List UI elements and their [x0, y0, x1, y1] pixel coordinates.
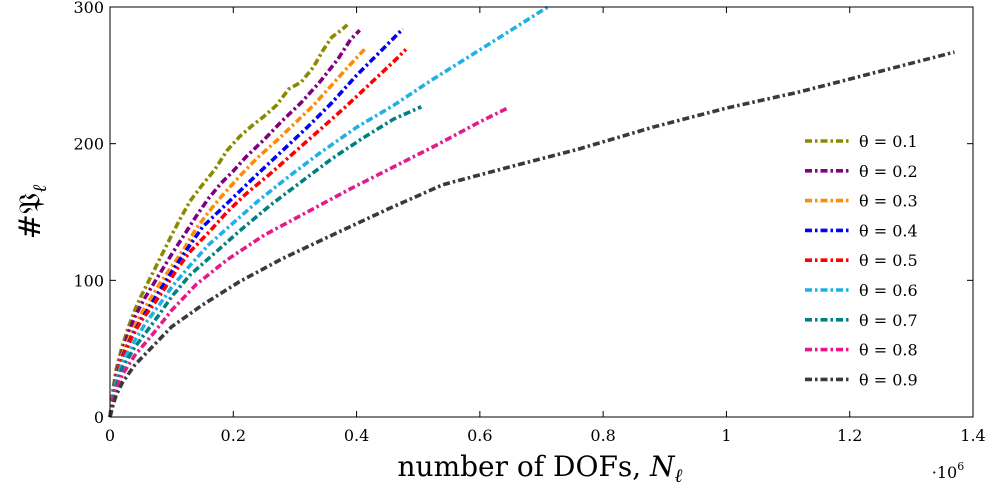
legend-label-6: θ = 0.6 [859, 281, 918, 300]
series-line-9 [108, 50, 955, 418]
y-tick-label: 100 [73, 271, 104, 290]
legend-label-7: θ = 0.7 [859, 311, 918, 330]
plot-area [108, 5, 955, 418]
series-line-8 [108, 106, 509, 418]
legend: θ = 0.1 θ = 0.2 θ = 0.3 θ = 0.4 θ = 0.5 θ = 0… [805, 132, 918, 389]
series-line-1 [108, 23, 349, 418]
x-tick-label: 0.4 [344, 426, 369, 445]
series-line-6 [108, 5, 549, 418]
y-axis: 0 100 200 300 [73, 0, 973, 427]
y-tick-label: 200 [73, 135, 104, 154]
x-axis-scale-label: ·106 [932, 460, 964, 482]
legend-label-3: θ = 0.3 [859, 192, 918, 211]
series-line-7 [108, 105, 423, 418]
plot-frame [109, 6, 974, 418]
x-tick-label: 0.2 [221, 426, 246, 445]
x-tick-label: 0.6 [467, 426, 492, 445]
legend-label-2: θ = 0.2 [859, 162, 918, 181]
series-line-5 [108, 48, 408, 418]
legend-label-4: θ = 0.4 [859, 221, 918, 240]
legend-label-1: θ = 0.1 [859, 132, 918, 151]
legend-label-5: θ = 0.5 [859, 251, 918, 270]
legend-label-8: θ = 0.8 [859, 341, 918, 360]
x-axis: 0 0.2 0.4 0.6 0.8 1 1.2 1.4 [105, 7, 985, 445]
y-axis-title: #𝔓ℓ [13, 185, 51, 240]
x-axis-title: number of DOFs, Nℓ [398, 450, 683, 487]
series-line-2 [108, 28, 361, 418]
legend-label-9: θ = 0.9 [859, 370, 918, 389]
x-tick-label: 1 [721, 426, 731, 445]
y-tick-label: 0 [94, 408, 104, 427]
x-tick-label: 1.4 [960, 426, 985, 445]
x-tick-label: 1.2 [837, 426, 862, 445]
series-line-3 [108, 46, 368, 418]
x-tick-label: 0 [105, 426, 115, 445]
y-tick-label: 300 [73, 0, 104, 17]
x-tick-label: 0.8 [590, 426, 615, 445]
